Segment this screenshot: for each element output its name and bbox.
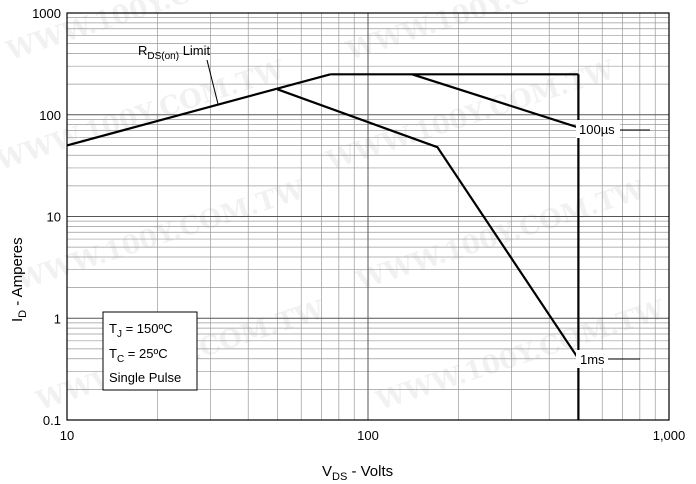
y-tick-labels: 0.1 1 10 100 1000 [32,6,61,428]
x-tick-label: 10 [60,428,74,443]
us100-annotation: 100µs [579,122,615,137]
y-tick-label: 100 [39,108,61,123]
watermark-text: WWW.100Y.COM.TW [372,295,669,417]
watermark-text: WWW.100Y.COM.TW [12,175,309,297]
plot-frame [66,12,670,421]
x-tick-label: 100 [357,428,379,443]
pulse-condition: Single Pulse [109,370,181,385]
series-line-1 [66,73,331,147]
watermark-layer: WWW.100Y.COM.TW WWW.100Y.COM.TWWWW.100Y.C… [0,0,669,417]
y-tick-label: 1000 [32,6,61,21]
rds-leader-line [206,59,219,105]
tj-condition: TJ = 150ºC [109,321,173,340]
watermark-text: WWW.100Y.COM.TW [342,0,639,67]
y-tick-label: 10 [47,210,61,225]
x-tick-label: 1,000 [653,428,686,443]
x-axis-title: VDS - Volts [322,463,393,483]
ms1-label-bg [576,350,608,368]
series-line-4 [411,73,579,129]
y-tick-label: 0.1 [43,413,61,428]
y-axis-title: ID - Amperes [9,237,29,322]
us100-label-bg [576,120,620,138]
conditions-box: TJ = 150ºC TC = 25ºC Single Pulse [102,311,198,391]
rds-annotation: RDS(on) Limit [138,43,211,62]
watermark-text: WWW.100Y.COM.TW [352,175,649,297]
conditions-box-frame [102,311,198,391]
tc-condition: TC = 25ºC [109,346,168,365]
series-line-5 [277,88,580,360]
y-tick-label: 1 [54,311,61,326]
x-tick-labels: 10 100 1,000 [60,428,686,443]
ms1-annotation: 1ms [580,352,605,367]
